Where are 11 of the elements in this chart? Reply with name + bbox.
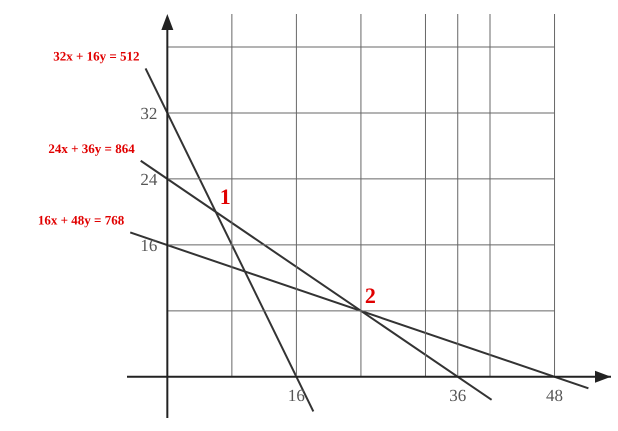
- series-label: 24x + 36y = 864: [48, 140, 136, 156]
- annotation: 2: [364, 282, 376, 308]
- x-tick-label: 16: [288, 386, 305, 405]
- x-tick-label: 48: [546, 386, 564, 405]
- series-label: 16x + 48y = 768: [38, 212, 125, 228]
- x-tick-label: 36: [449, 386, 466, 405]
- y-tick-label: 16: [140, 236, 158, 255]
- y-tick-label: 24: [140, 170, 158, 189]
- y-tick-label: 32: [140, 104, 158, 123]
- annotation: 1: [220, 184, 231, 209]
- series-label: 32x + 16y = 512: [53, 48, 140, 64]
